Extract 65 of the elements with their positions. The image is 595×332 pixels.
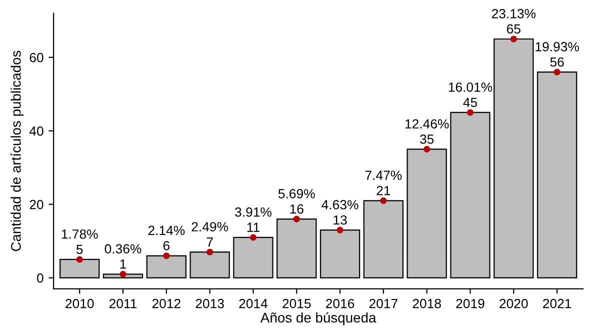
point: [554, 68, 560, 76]
data-label: 65: [506, 24, 520, 34]
bar: [536, 72, 578, 278]
annotation: 1.78%: [62, 229, 98, 239]
point: [466, 109, 474, 116]
annotation: 0.36%: [104, 244, 142, 254]
y-tick-label: 40: [29, 126, 44, 136]
annotation: 4.63%: [322, 200, 358, 210]
x-tick-label: 2016: [326, 298, 354, 308]
point: [206, 248, 214, 256]
x-tick-label: 2017: [369, 298, 398, 308]
bar: [363, 200, 404, 278]
point: [380, 197, 387, 204]
x-tick-label: 2010: [66, 298, 94, 308]
y-tick-label: 60: [30, 52, 44, 62]
x-tick-label: 2011: [109, 298, 137, 308]
point: [76, 256, 83, 263]
point: [120, 270, 126, 278]
data-label: 6: [163, 241, 170, 250]
point: [510, 36, 517, 42]
x-axis-title: Años de búsqueda: [260, 312, 376, 326]
annotation: 2.14%: [148, 226, 185, 236]
x-tick-label: 2015: [282, 298, 311, 308]
y-tick-label: 20: [30, 200, 44, 210]
bar: [146, 255, 186, 278]
point: [424, 146, 430, 153]
bar: [406, 148, 447, 278]
x-tick-label: 2021: [543, 298, 572, 308]
data-label: 45: [463, 98, 478, 108]
annotation: 16.01%: [448, 82, 492, 92]
bar: [320, 230, 360, 278]
data-label: 35: [420, 134, 434, 144]
x-tick-label: 2019: [456, 298, 484, 308]
point: [336, 226, 344, 234]
annotation: 23.13%: [492, 8, 536, 18]
data-label: 56: [550, 57, 564, 67]
annotation: 2.49%: [192, 222, 228, 232]
annotation: 19.93%: [536, 42, 579, 52]
x-tick-label: 2014: [239, 298, 268, 308]
annotation: 7.47%: [365, 170, 402, 180]
point: [250, 234, 257, 241]
data-label: 11: [247, 222, 260, 232]
y-tick-label: 0: [37, 273, 44, 283]
y-axis-title: Cantidad de artículos publicados: [10, 50, 24, 252]
bar: [276, 218, 317, 278]
bar: [450, 112, 490, 278]
point: [163, 252, 170, 260]
point: [293, 216, 300, 222]
data-label: 13: [334, 215, 347, 225]
x-tick-label: 2012: [152, 298, 180, 308]
data-label: 21: [376, 186, 390, 196]
data-label: 5: [76, 244, 83, 254]
x-tick-label: 2020: [500, 298, 528, 308]
data-label: 7: [206, 238, 213, 247]
bar: [60, 258, 100, 278]
data-label: 1: [120, 260, 126, 269]
bar: [494, 38, 534, 278]
x-tick-label: 2018: [412, 298, 441, 308]
bar: [190, 252, 230, 278]
annotation: 5.69%: [278, 189, 315, 198]
annotation: 3.91%: [235, 207, 272, 217]
x-tick-label: 2013: [196, 298, 224, 308]
annotation: 12.46%: [405, 119, 449, 129]
data-label: 16: [290, 204, 304, 214]
bar: [233, 236, 274, 278]
